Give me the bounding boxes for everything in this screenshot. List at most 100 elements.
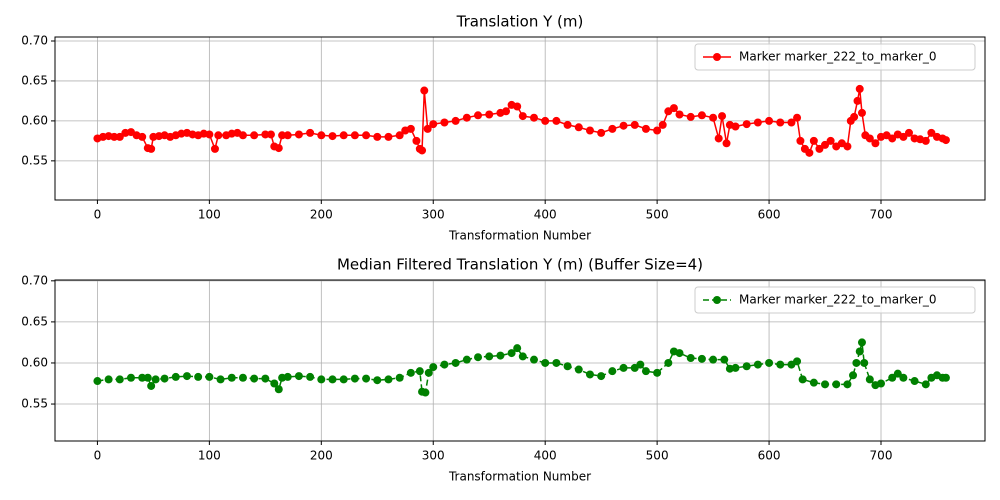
x-axis-label: Transformation Number xyxy=(448,229,591,243)
data-point xyxy=(888,373,897,382)
data-point xyxy=(373,132,382,141)
data-point xyxy=(675,110,684,119)
data-point xyxy=(765,358,774,367)
y-tick-label: 0.65 xyxy=(21,314,48,328)
data-point xyxy=(462,355,471,364)
data-point xyxy=(474,111,483,120)
data-point xyxy=(765,116,774,125)
y-tick-label: 0.55 xyxy=(21,153,48,167)
data-point xyxy=(574,365,583,374)
data-point xyxy=(641,367,650,376)
data-point xyxy=(855,347,864,356)
data-point xyxy=(941,136,950,145)
data-point xyxy=(423,124,432,133)
data-point xyxy=(843,142,852,151)
data-point xyxy=(850,112,859,121)
data-point xyxy=(798,375,807,384)
data-point xyxy=(194,372,203,381)
data-point xyxy=(619,121,628,130)
data-point xyxy=(686,112,695,121)
chart-title: Translation Y (m) xyxy=(456,13,584,31)
data-point xyxy=(306,372,315,381)
data-point xyxy=(462,113,471,122)
data-point xyxy=(552,358,561,367)
data-point xyxy=(274,385,283,394)
x-tick-label: 500 xyxy=(646,208,669,222)
data-point xyxy=(406,368,415,377)
data-point xyxy=(563,120,572,129)
data-point xyxy=(160,374,169,383)
x-tick-label: 700 xyxy=(870,449,893,463)
data-point xyxy=(636,360,645,369)
chart-title: Median Filtered Translation Y (m) (Buffe… xyxy=(337,256,703,274)
x-tick-label: 600 xyxy=(758,208,781,222)
data-point xyxy=(653,126,662,135)
data-point xyxy=(518,112,527,121)
data-point xyxy=(147,144,156,153)
data-point xyxy=(720,355,729,364)
data-point xyxy=(852,358,861,367)
data-point xyxy=(362,374,371,383)
data-point xyxy=(877,379,886,388)
data-point xyxy=(266,130,275,139)
data-point xyxy=(669,104,678,113)
data-point xyxy=(171,372,180,381)
data-point xyxy=(941,373,950,382)
data-point xyxy=(753,360,762,369)
legend-box xyxy=(694,43,976,71)
data-point xyxy=(815,144,824,153)
data-point xyxy=(793,113,802,122)
plot-area xyxy=(93,338,950,397)
legend-label: Marker marker_222_to_marker_0 xyxy=(739,293,937,307)
data-point xyxy=(871,139,880,148)
data-point xyxy=(496,351,505,360)
data-point xyxy=(474,353,483,362)
data-point xyxy=(675,349,684,358)
data-point xyxy=(776,118,785,127)
data-point xyxy=(787,118,796,127)
x-tick-label: 0 xyxy=(94,208,102,222)
x-tick-label: 100 xyxy=(198,449,221,463)
data-point xyxy=(384,375,393,384)
x-tick-label: 200 xyxy=(310,449,333,463)
y-tick-label: 0.60 xyxy=(21,355,48,369)
x-tick-label: 300 xyxy=(422,208,445,222)
x-tick-label: 100 xyxy=(198,208,221,222)
legend-marker xyxy=(713,296,721,304)
data-point xyxy=(238,373,247,382)
data-point xyxy=(921,380,930,389)
data-point xyxy=(429,363,438,372)
data-point xyxy=(597,372,606,381)
data-point xyxy=(529,113,538,122)
data-point xyxy=(205,372,214,381)
data-point xyxy=(541,358,550,367)
data-point xyxy=(843,380,852,389)
data-point xyxy=(731,122,740,131)
data-point xyxy=(860,358,869,367)
y-tick-label: 0.55 xyxy=(21,397,48,411)
data-point xyxy=(742,362,751,371)
y-tick-label: 0.65 xyxy=(21,73,48,87)
data-point xyxy=(485,352,494,361)
data-point xyxy=(865,375,874,384)
data-point xyxy=(294,372,303,381)
legend-marker xyxy=(713,53,721,61)
data-point xyxy=(507,349,516,358)
data-point xyxy=(406,124,415,133)
data-point xyxy=(110,132,119,141)
data-point xyxy=(608,124,617,133)
data-point xyxy=(328,375,337,384)
data-point xyxy=(216,375,225,384)
y-tick-label: 0.70 xyxy=(21,33,48,47)
legend-label: Marker marker_222_to_marker_0 xyxy=(739,50,937,64)
data-point xyxy=(395,131,404,140)
data-point xyxy=(709,355,718,364)
data-point xyxy=(809,136,818,145)
x-tick-label: 400 xyxy=(534,449,557,463)
data-point xyxy=(821,140,830,149)
data-point xyxy=(776,360,785,369)
data-point xyxy=(294,130,303,139)
data-point xyxy=(585,370,594,379)
data-point xyxy=(415,367,424,376)
